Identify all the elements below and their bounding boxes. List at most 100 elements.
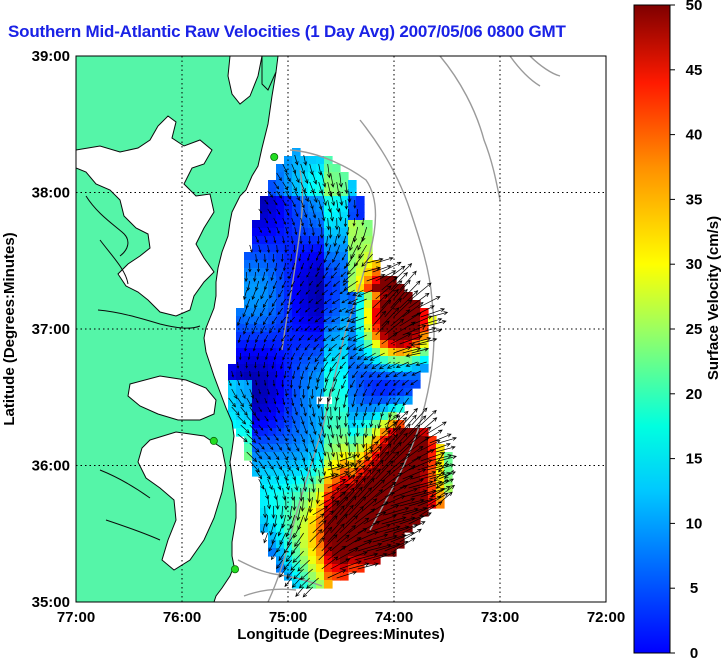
velocity-vector — [372, 551, 397, 561]
plot-frame — [75, 55, 607, 603]
velocity-cell — [292, 364, 301, 373]
colorbar-tick-label: 5 — [690, 580, 698, 597]
velocity-vector — [246, 397, 253, 408]
velocity-vector — [438, 484, 456, 498]
velocity-cell — [380, 332, 389, 341]
colorbar — [633, 4, 671, 654]
velocity-vector — [299, 352, 305, 361]
velocity-vector — [261, 523, 266, 536]
velocity-cell — [260, 236, 269, 245]
velocity-vector — [390, 288, 408, 309]
velocity-vector — [331, 316, 340, 323]
velocity-cell — [356, 220, 365, 229]
velocity-cell — [348, 476, 357, 485]
velocity-cell — [332, 164, 341, 173]
velocity-vector — [345, 527, 368, 543]
velocity-vector — [306, 379, 311, 390]
velocity-cell — [316, 268, 325, 277]
velocity-cell — [388, 316, 397, 325]
velocity-vector — [340, 334, 349, 340]
velocity-vector — [402, 347, 422, 354]
velocity-cell — [404, 516, 413, 525]
velocity-vector — [375, 481, 397, 498]
velocity-vector — [314, 289, 319, 295]
velocity-cell — [276, 180, 285, 189]
velocity-cell — [340, 212, 349, 221]
velocity-vector — [294, 442, 300, 452]
velocity-vector — [349, 307, 364, 314]
velocity-cell — [404, 292, 413, 301]
velocity-cell — [332, 428, 341, 437]
velocity-cell — [316, 404, 325, 413]
velocity-cell — [252, 452, 261, 461]
velocity-cell — [308, 332, 317, 341]
velocity-cell — [364, 260, 373, 269]
velocity-vector — [330, 513, 348, 534]
velocity-cell — [388, 380, 397, 389]
velocity-cell — [372, 332, 381, 341]
velocity-vector — [341, 253, 347, 261]
velocity-cell — [252, 236, 261, 245]
velocity-vector — [276, 172, 282, 182]
velocity-cell — [372, 412, 381, 421]
velocity-cell — [324, 244, 333, 253]
velocity-cell — [292, 212, 301, 221]
velocity-cell — [324, 476, 333, 485]
velocity-cell — [284, 316, 293, 325]
velocity-cell — [332, 236, 341, 245]
velocity-cell — [308, 500, 317, 509]
velocity-cell — [356, 460, 365, 469]
velocity-cell — [292, 396, 301, 405]
velocity-cell — [396, 324, 405, 333]
velocity-cell — [428, 316, 437, 325]
velocity-vector — [330, 558, 351, 570]
velocity-vector — [338, 325, 346, 331]
velocity-vector — [411, 305, 435, 318]
velocity-cell — [300, 252, 309, 261]
velocity-vector — [300, 262, 305, 270]
velocity-cell — [268, 476, 277, 485]
velocity-vector — [246, 433, 257, 443]
velocity-vector — [410, 342, 427, 347]
velocity-cell — [420, 452, 429, 461]
velocity-cell — [268, 412, 277, 421]
velocity-cell — [348, 300, 357, 309]
velocity-cell — [276, 548, 285, 557]
grid-lines — [76, 56, 606, 602]
velocity-cell — [356, 268, 365, 277]
velocity-vector — [402, 424, 421, 444]
velocity-cell — [308, 580, 317, 589]
velocity-cell — [340, 516, 349, 525]
velocity-cell — [268, 204, 277, 213]
velocity-vector — [350, 316, 367, 324]
velocity-cell — [284, 204, 293, 213]
velocity-cell — [348, 484, 357, 493]
velocity-cell — [236, 428, 245, 437]
velocity-vector — [331, 379, 338, 393]
velocity-vector — [330, 442, 335, 458]
velocity-cell — [252, 372, 261, 381]
velocity-cell — [396, 524, 405, 533]
velocity-cell — [420, 476, 429, 485]
velocity-vector — [330, 271, 337, 279]
velocity-vector — [353, 199, 357, 209]
velocity-vector — [275, 370, 278, 379]
velocity-vector — [284, 388, 288, 397]
velocity-cell — [364, 412, 373, 421]
velocity-vector — [303, 190, 309, 203]
velocity-cell — [316, 452, 325, 461]
velocity-vector — [237, 379, 241, 386]
y-tick-label: 38:00 — [32, 185, 70, 202]
velocity-cell — [308, 196, 317, 205]
velocity-vector — [270, 271, 275, 282]
velocity-cell — [428, 460, 437, 469]
velocity-vector — [228, 397, 236, 408]
velocity-cell — [356, 308, 365, 317]
velocity-cell — [260, 332, 269, 341]
velocity-vector — [402, 468, 427, 480]
velocity-cell — [380, 460, 389, 469]
velocity-cell — [364, 236, 373, 245]
james-river — [97, 309, 201, 329]
velocity-vector — [345, 505, 365, 525]
velocity-cell — [396, 404, 405, 413]
